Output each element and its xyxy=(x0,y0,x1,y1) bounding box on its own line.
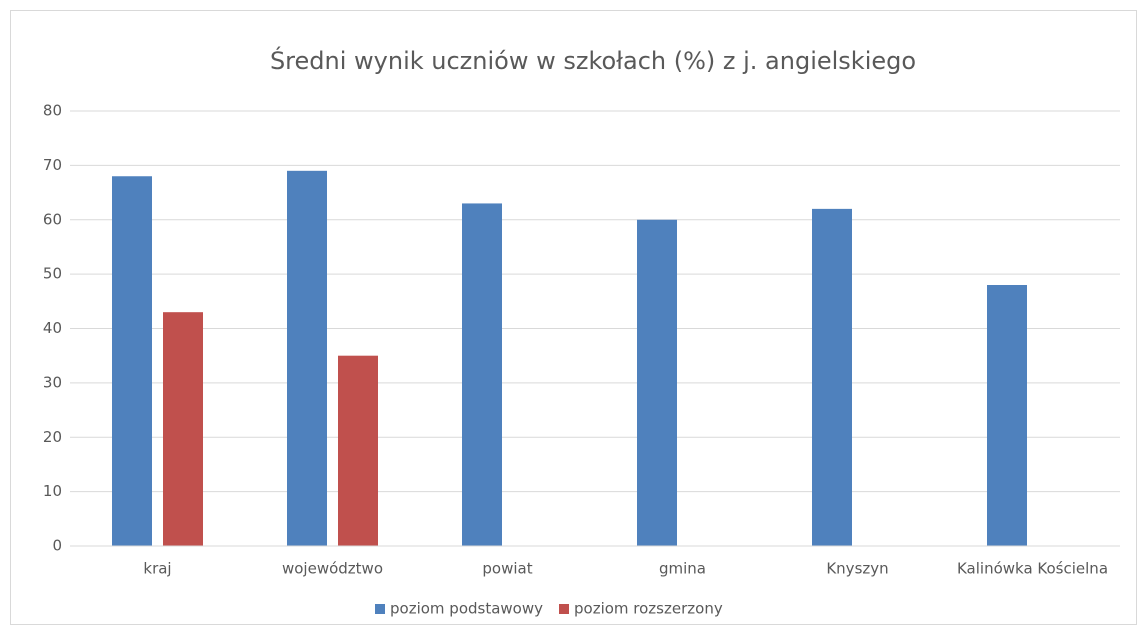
y-tick-label: 20 xyxy=(43,428,62,446)
bar xyxy=(163,312,203,546)
x-tick-label: Kalinówka Kościelna xyxy=(957,560,1108,578)
y-tick-label: 70 xyxy=(43,156,62,174)
bar xyxy=(287,170,327,546)
x-tick-label: powiat xyxy=(482,560,532,578)
y-tick-label: 40 xyxy=(43,319,62,337)
y-tick-label: 50 xyxy=(43,265,62,283)
x-tick-label: kraj xyxy=(143,560,171,578)
bar xyxy=(987,285,1027,546)
y-tick-label: 60 xyxy=(43,210,62,228)
bar xyxy=(338,355,378,546)
y-tick-label: 30 xyxy=(43,373,62,391)
y-tick-label: 10 xyxy=(43,482,62,500)
legend-label: poziom podstawowy xyxy=(390,600,543,618)
y-tick-label: 80 xyxy=(43,102,62,120)
x-tick-label: województwo xyxy=(282,560,383,578)
bar xyxy=(812,208,852,546)
bar xyxy=(462,203,502,546)
bar xyxy=(637,219,677,546)
legend-label: poziom rozszerzony xyxy=(574,600,723,618)
bar xyxy=(112,176,152,546)
x-tick-label: gmina xyxy=(659,560,706,578)
x-tick-label: Knyszyn xyxy=(826,560,888,578)
chart-title: Średni wynik uczniów w szkołach (%) z j.… xyxy=(270,45,916,75)
legend-swatch xyxy=(375,604,385,614)
y-tick-label: 0 xyxy=(52,537,62,555)
legend-swatch xyxy=(559,604,569,614)
